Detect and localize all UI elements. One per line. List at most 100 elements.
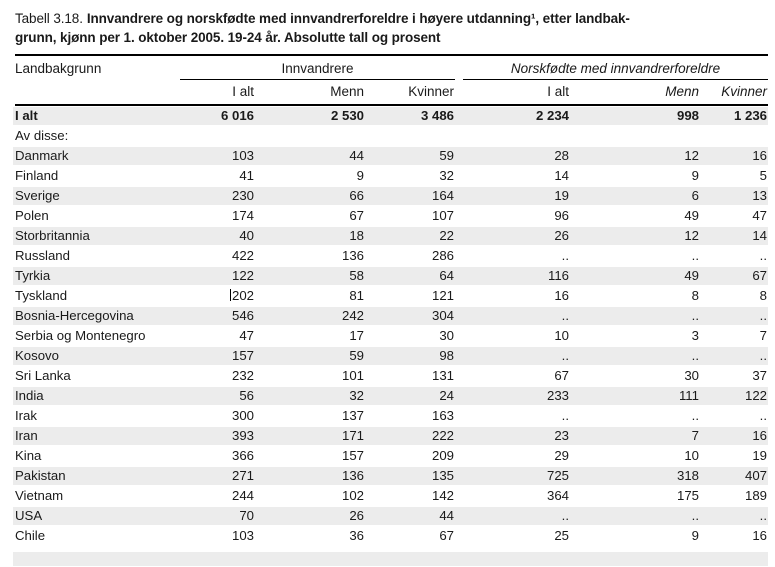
row-value: 164 (431, 188, 454, 203)
row-label: I alt (15, 108, 38, 123)
row-value: 56 (239, 388, 254, 403)
row-value: .. (561, 308, 569, 323)
row-value: 366 (231, 448, 254, 463)
table-row: Irak 300 137 163 .. .. .. (13, 407, 768, 427)
row-value: 14 (554, 168, 569, 183)
row-value: 67 (439, 528, 454, 543)
table-title-line1: Innvandrere og norskfødte med innvandrer… (86, 11, 630, 26)
row-value: .. (691, 508, 699, 523)
row-value: 59 (349, 348, 364, 363)
table-row: Sri Lanka 232 101 131 67 30 37 (13, 367, 768, 387)
row-value: 244 (231, 488, 254, 503)
row-value: 107 (431, 208, 454, 223)
rule-under-title (15, 54, 768, 56)
row-value: 26 (554, 228, 569, 243)
column-header-menn-1: Menn (330, 84, 364, 99)
row-value: 67 (554, 368, 569, 383)
table-row: Tyrkia 122 58 64 116 49 67 (13, 267, 768, 287)
row-value (180, 127, 255, 147)
row-label: Polen (15, 208, 49, 223)
row-value: 41 (239, 168, 254, 183)
row-value: 16 (554, 288, 569, 303)
row-value: 157 (341, 448, 364, 463)
table-row: Kosovo 157 59 98 .. .. .. (13, 347, 768, 367)
row-value: 16 (752, 428, 767, 443)
row-value: .. (561, 348, 569, 363)
row-label: Kina (15, 448, 42, 463)
row-value: 8 (691, 288, 699, 303)
row-value: .. (691, 308, 699, 323)
row-value: 47 (239, 328, 254, 343)
row-value: 242 (341, 308, 364, 323)
row-label: Sri Lanka (15, 368, 71, 383)
row-value: 175 (676, 488, 699, 503)
row-value: 28 (554, 148, 569, 163)
row-value: 9 (356, 168, 364, 183)
row-value: .. (561, 248, 569, 263)
column-header-ialt-2: I alt (547, 84, 569, 99)
row-value: 9 (691, 528, 699, 543)
row-value: 103 (231, 528, 254, 543)
row-value: 22 (439, 228, 454, 243)
row-value: 174 (231, 208, 254, 223)
row-value: .. (691, 248, 699, 263)
row-value: 37 (752, 368, 767, 383)
table-row (13, 552, 768, 566)
row-label: Kosovo (15, 348, 59, 363)
row-value: 30 (684, 368, 699, 383)
row-label: Tyrkia (15, 268, 51, 283)
row-value: 998 (676, 108, 699, 123)
row-value: 23 (554, 428, 569, 443)
table-row: Russland 422 136 286 .. .. .. (13, 247, 768, 267)
row-value: 121 (431, 288, 454, 303)
row-value: 122 (231, 268, 254, 283)
row-value: 6 016 (220, 108, 254, 123)
row-value: 233 (546, 388, 569, 403)
row-value: 49 (684, 208, 699, 223)
table-row: Av disse: (13, 127, 768, 147)
row-value: 142 (431, 488, 454, 503)
table-row: Danmark 103 44 59 28 12 16 (13, 147, 768, 167)
row-value: 40 (239, 228, 254, 243)
row-value: 30 (439, 328, 454, 343)
row-value: 300 (231, 408, 254, 423)
row-value: 58 (349, 268, 364, 283)
row-value: 725 (546, 468, 569, 483)
row-value: 222 (431, 428, 454, 443)
row-value (255, 552, 365, 566)
row-value: 1 236 (733, 108, 767, 123)
row-value (365, 127, 455, 147)
row-value: 10 (554, 328, 569, 343)
row-value: 8 (759, 288, 767, 303)
text-cursor (229, 289, 231, 301)
row-value: 286 (431, 248, 454, 263)
row-value (255, 127, 365, 147)
row-value: 18 (349, 228, 364, 243)
row-value: 232 (231, 368, 254, 383)
row-value: 103 (231, 148, 254, 163)
row-label: Irak (15, 408, 37, 423)
row-value: 66 (349, 188, 364, 203)
row-label: Tyskland (15, 288, 68, 303)
row-value: 364 (546, 488, 569, 503)
row-value (700, 552, 768, 566)
row-value: 26 (349, 508, 364, 523)
row-value: 70 (239, 508, 254, 523)
column-header-ialt-1: I alt (232, 84, 254, 99)
row-value: 49 (684, 268, 699, 283)
row-value: 44 (349, 148, 364, 163)
document-page: Tabell 3.18. Innvandrere og norskfødte me… (0, 9, 775, 567)
table-title: Tabell 3.18. Innvandrere og norskfødte me… (15, 9, 760, 47)
row-value: 12 (684, 148, 699, 163)
row-label: Vietnam (15, 488, 64, 503)
row-value: 157 (231, 348, 254, 363)
row-value: .. (759, 248, 767, 263)
row-value: .. (691, 408, 699, 423)
column-header-kvinner-1: Kvinner (408, 84, 454, 99)
row-label: Sverige (15, 188, 60, 203)
row-label: Russland (15, 248, 70, 263)
row-value: .. (759, 348, 767, 363)
row-value: 101 (341, 368, 364, 383)
row-value: 163 (431, 408, 454, 423)
row-value: 67 (752, 268, 767, 283)
